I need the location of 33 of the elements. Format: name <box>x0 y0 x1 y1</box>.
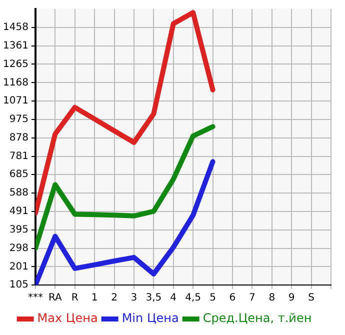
x-tick-label: 2 <box>111 292 118 304</box>
x-tick-label: S <box>308 292 314 304</box>
y-tick-label: 588 <box>9 188 28 199</box>
y-tick-label: 491 <box>9 206 28 218</box>
y-tick-label: 975 <box>9 114 28 125</box>
legend-label: Max Цена <box>37 311 98 326</box>
legend-label: Min Цена <box>122 311 179 326</box>
x-tick-label: 7 <box>249 292 256 304</box>
x-tick-label: 4,5 <box>185 292 202 304</box>
legend-label: Сред.Цена, т.йен <box>202 311 312 326</box>
x-tick-label: 3 <box>130 292 138 304</box>
y-tick-label: 1168 <box>2 77 28 88</box>
x-tick-label: 9 <box>288 292 295 304</box>
y-tick-label: 201 <box>9 261 28 272</box>
y-tick-label: 298 <box>9 242 28 254</box>
x-tick-label: 8 <box>268 292 276 304</box>
y-tick-label: 781 <box>9 150 28 162</box>
x-tick-label: *** <box>28 292 43 304</box>
x-tick-label: 1 <box>91 292 98 304</box>
y-tick-label: 1361 <box>2 40 28 52</box>
y-tick-label: 1458 <box>2 22 28 34</box>
y-tick-label: 1071 <box>2 96 28 107</box>
x-tick-label: 5 <box>210 292 216 304</box>
x-tick-label: 3,5 <box>146 292 162 304</box>
y-tick-label: 878 <box>9 132 28 144</box>
x-tick-label: R <box>71 292 78 304</box>
x-tick-label: 4 <box>170 292 177 304</box>
y-tick-label: 1265 <box>2 58 28 70</box>
y-tick-label: 685 <box>9 169 28 180</box>
y-tick-label: 395 <box>9 224 28 236</box>
x-tick-label: 6 <box>229 292 236 304</box>
x-tick-label: RA <box>48 292 62 304</box>
y-tick-label: 105 <box>9 280 28 291</box>
